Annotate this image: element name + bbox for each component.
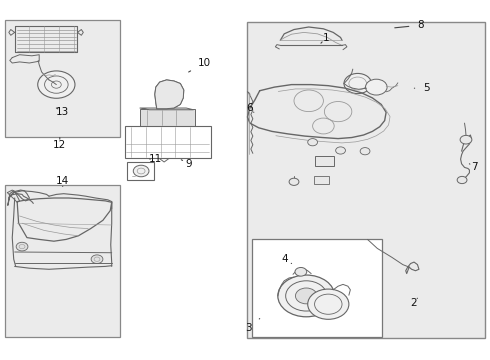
Circle shape: [16, 242, 28, 251]
Bar: [5, 20, 120, 137]
Circle shape: [360, 148, 370, 155]
Text: 5: 5: [415, 83, 430, 93]
Circle shape: [133, 165, 149, 177]
Text: 14: 14: [56, 176, 70, 186]
Text: 6: 6: [246, 103, 254, 113]
Text: 13: 13: [56, 107, 70, 117]
Bar: [140, 109, 195, 126]
Circle shape: [366, 79, 387, 95]
Circle shape: [289, 178, 299, 185]
Bar: [5, 185, 120, 337]
Circle shape: [308, 139, 318, 146]
Text: 7: 7: [469, 162, 478, 172]
Bar: [125, 126, 211, 158]
Text: 11: 11: [149, 154, 163, 164]
Bar: [127, 162, 154, 180]
Circle shape: [278, 275, 335, 317]
Circle shape: [38, 71, 75, 98]
Circle shape: [460, 135, 472, 144]
Text: 1: 1: [321, 33, 329, 43]
Circle shape: [91, 255, 103, 264]
Polygon shape: [155, 80, 184, 109]
Text: 12: 12: [53, 138, 67, 150]
Text: 2: 2: [411, 298, 417, 308]
Text: 4: 4: [282, 254, 292, 264]
Bar: [315, 156, 334, 166]
Circle shape: [308, 289, 349, 319]
Circle shape: [344, 73, 371, 94]
Text: 8: 8: [395, 20, 424, 30]
Bar: [247, 22, 485, 338]
Circle shape: [457, 176, 467, 184]
Text: 3: 3: [245, 319, 260, 333]
Circle shape: [336, 147, 345, 154]
Polygon shape: [140, 108, 194, 110]
Text: 9: 9: [181, 159, 192, 169]
Text: 10: 10: [189, 58, 211, 72]
Circle shape: [295, 288, 317, 304]
Circle shape: [295, 267, 307, 276]
Bar: [252, 239, 382, 337]
Bar: [314, 176, 329, 184]
